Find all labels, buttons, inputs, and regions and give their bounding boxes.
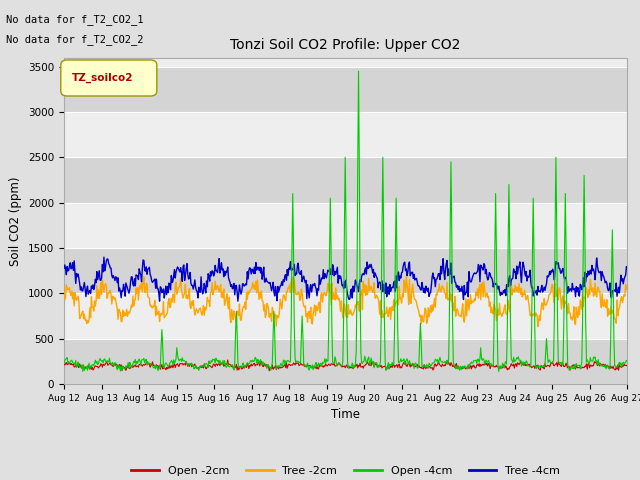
Bar [64,248,627,293]
Y-axis label: Soil CO2 (ppm): Soil CO2 (ppm) [10,176,22,265]
Bar [64,339,627,384]
Text: No data for f_T2_CO2_1: No data for f_T2_CO2_1 [6,14,144,25]
X-axis label: Time: Time [331,408,360,421]
Text: TZ_soilco2: TZ_soilco2 [72,73,133,83]
Legend: Open -2cm, Tree -2cm, Open -4cm, Tree -4cm: Open -2cm, Tree -2cm, Open -4cm, Tree -4… [127,461,564,480]
Bar [64,67,627,112]
Title: Tonzi Soil CO2 Profile: Upper CO2: Tonzi Soil CO2 Profile: Upper CO2 [230,38,461,52]
Text: No data for f_T2_CO2_2: No data for f_T2_CO2_2 [6,34,144,45]
Bar [64,157,627,203]
